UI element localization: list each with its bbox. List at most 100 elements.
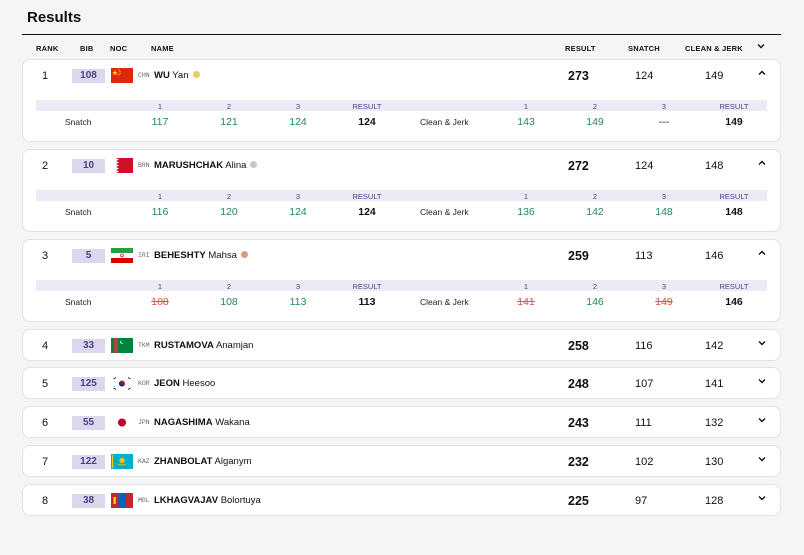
- attempt-1-label: 1: [157, 192, 163, 201]
- athlete-row-3[interactable]: 3 5 IRI BEHESHTY Mahsa 259 113 146 1 2 3…: [22, 239, 781, 322]
- athlete-given-name: Bolortuya: [220, 495, 261, 506]
- athlete-given-name: Yan: [172, 70, 189, 81]
- collapse-chevron-up-icon[interactable]: [757, 248, 767, 260]
- athlete-given-name: Heesoo: [182, 378, 216, 389]
- bib-badge: 122: [72, 455, 105, 469]
- flag-icon: [111, 454, 133, 469]
- athlete-row-8[interactable]: 8 38 MGL LKHAGVAJAV Bolortuya 225 97 128: [22, 484, 781, 516]
- snatch-best: 107: [635, 378, 654, 390]
- attempts-header: 1 2 3 RESULT 1 2 3 RESULT: [36, 100, 767, 111]
- clean-jerk-best: 132: [705, 417, 724, 429]
- athlete-given-name: Anamjan: [215, 340, 254, 351]
- col-clean-jerk: CLEAN & JERK: [685, 44, 743, 53]
- snatch-best: 124: [635, 70, 654, 82]
- clean-jerk-attempt-1: 136: [517, 206, 535, 218]
- attempt-result-label: RESULT: [719, 192, 749, 201]
- snatch-best: 102: [635, 456, 654, 468]
- clean-jerk-best: 128: [705, 495, 724, 507]
- clean-jerk-result: 146: [725, 296, 743, 308]
- athlete-surname: JEON: [154, 378, 180, 389]
- expand-chevron-down-icon[interactable]: [757, 454, 767, 466]
- attempt-2-label: 2: [592, 102, 598, 111]
- snatch-best: 116: [635, 340, 653, 352]
- attempt-3-label: 3: [661, 102, 667, 111]
- rank: 1: [42, 70, 49, 82]
- snatch-best: 113: [635, 250, 653, 262]
- snatch-attempt-1: 116: [151, 206, 169, 218]
- athlete-surname: BEHESHTY: [154, 250, 206, 261]
- col-name: NAME: [151, 44, 174, 53]
- flag-icon: [111, 376, 133, 391]
- athlete-summary: 2 10 BRN MARUSHCHAK Alina 272 124 148: [23, 150, 780, 182]
- col-result: RESULT: [565, 44, 596, 53]
- collapse-chevron-up-icon[interactable]: [757, 158, 767, 170]
- attempt-1-label: 1: [157, 282, 163, 291]
- athlete-name: BEHESHTY Mahsa: [154, 250, 248, 261]
- clean-jerk-attempt-2: 142: [586, 206, 604, 218]
- col-rank: RANK: [36, 44, 59, 53]
- attempt-3-label: 3: [661, 282, 667, 291]
- athlete-row-1[interactable]: 1 108 CHN WU Yan 273 124 149 1 2 3 RESUL…: [22, 59, 781, 142]
- flag-icon: [111, 248, 133, 263]
- attempt-2-label: 2: [592, 282, 598, 291]
- attempt-1-label: 1: [523, 282, 529, 291]
- page-title: Results: [27, 9, 82, 26]
- athlete-given-name: Alina: [225, 160, 247, 171]
- noc-code: MGL: [138, 497, 150, 504]
- snatch-attempt-2: 108: [220, 296, 238, 308]
- results-table-header: RANK BIB NOC NAME RESULT SNATCH CLEAN & …: [22, 34, 781, 59]
- clean-jerk-attempt-2: 146: [586, 296, 604, 308]
- expand-chevron-down-icon[interactable]: [757, 376, 767, 388]
- athlete-surname: LKHAGVAJAV: [154, 495, 219, 506]
- noc-code: KAZ: [138, 458, 150, 465]
- expand-all-chevron-down-icon[interactable]: [756, 41, 766, 53]
- clean-jerk-label: Clean & Jerk: [420, 117, 469, 127]
- clean-jerk-best: 142: [705, 340, 724, 352]
- clean-jerk-best: 141: [705, 378, 724, 390]
- athlete-name: JEON Heesoo: [154, 378, 215, 389]
- athlete-name: WU Yan: [154, 70, 200, 81]
- athlete-given-name: Alganym: [214, 456, 252, 467]
- noc-code: KOR: [138, 380, 150, 387]
- collapse-chevron-up-icon[interactable]: [757, 68, 767, 80]
- clean-jerk-label: Clean & Jerk: [420, 207, 469, 217]
- flag-icon: [111, 493, 133, 508]
- athlete-row-4[interactable]: 4 33 TKM RUSTAMOVA Anamjan 258 116 142: [22, 329, 781, 361]
- bib-badge: 108: [72, 69, 105, 83]
- col-bib: BIB: [80, 44, 94, 53]
- clean-jerk-attempt-3: 149: [655, 296, 673, 308]
- snatch-attempt-2: 121: [220, 116, 238, 128]
- snatch-attempt-3: 124: [289, 206, 307, 218]
- athlete-surname: RUSTAMOVA: [154, 340, 214, 351]
- noc-code: TKM: [138, 342, 150, 349]
- expand-chevron-down-icon[interactable]: [757, 338, 767, 350]
- expand-chevron-down-icon[interactable]: [757, 493, 767, 505]
- snatch-label: Snatch: [65, 297, 92, 307]
- athlete-summary: 8 38 MGL LKHAGVAJAV Bolortuya 225 97 128: [23, 485, 780, 517]
- bib-badge: 38: [72, 494, 105, 508]
- snatch-best: 97: [635, 495, 648, 507]
- athlete-row-7[interactable]: 7 122 KAZ ZHANBOLAT Alganym 232 102 130: [22, 445, 781, 477]
- snatch-label: Snatch: [65, 207, 92, 217]
- attempt-result-label: RESULT: [352, 102, 382, 111]
- flag-icon: [111, 338, 133, 353]
- athlete-summary: 1 108 CHN WU Yan 273 124 149: [23, 60, 780, 92]
- rank: 5: [42, 378, 49, 390]
- rank: 8: [42, 495, 49, 507]
- expand-chevron-down-icon[interactable]: [757, 415, 767, 427]
- clean-jerk-best: 130: [705, 456, 724, 468]
- noc-code: IRI: [138, 252, 150, 259]
- athlete-row-2[interactable]: 2 10 BRN MARUSHCHAK Alina 272 124 148 1 …: [22, 149, 781, 232]
- attempts-header: 1 2 3 RESULT 1 2 3 RESULT: [36, 280, 767, 291]
- bib-badge: 125: [72, 377, 105, 391]
- athlete-row-5[interactable]: 5 125 KOR JEON Heesoo 248 107 141: [22, 367, 781, 399]
- athlete-name: NAGASHIMA Wakana: [154, 417, 250, 428]
- clean-jerk-attempt-2: 149: [586, 116, 604, 128]
- athlete-row-6[interactable]: 6 55 JPN NAGASHIMA Wakana 243 111 132: [22, 406, 781, 438]
- snatch-best: 111: [635, 417, 652, 429]
- flag-icon: [111, 68, 133, 83]
- noc-code: CHN: [138, 72, 150, 79]
- noc-code: BRN: [138, 162, 150, 169]
- attempt-3-label: 3: [295, 282, 301, 291]
- athlete-name: MARUSHCHAK Alina: [154, 160, 258, 171]
